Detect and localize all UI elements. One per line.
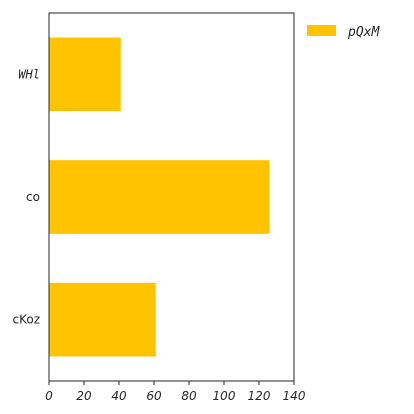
x-axis: 0 20 40 60 80 100 120 140 — [45, 381, 306, 403]
y-axis: WHl co cKoz — [12, 67, 40, 326]
legend: pQxM — [307, 25, 380, 40]
x-tick-label-80: 80 — [181, 389, 197, 403]
y-tick-label-whl: WHl — [18, 67, 40, 81]
x-tick-label-0: 0 — [45, 389, 53, 403]
plot-frame — [48, 12, 295, 382]
legend-swatch — [307, 25, 336, 36]
bar-whl — [49, 37, 121, 112]
x-tick-label-20: 20 — [76, 389, 92, 403]
bars-layer — [49, 37, 270, 357]
x-tick-label-140: 140 — [283, 389, 306, 403]
x-tick-label-40: 40 — [111, 389, 127, 403]
legend-label-pqxm: pQxM — [347, 25, 380, 40]
y-tick-label-co: co — [26, 190, 40, 204]
x-tick-label-120: 120 — [248, 389, 271, 403]
bar-co — [49, 160, 270, 234]
x-tick-label-100: 100 — [213, 389, 236, 403]
y-tick-label-ckoz: cKoz — [12, 313, 40, 327]
bar-ckoz — [49, 282, 156, 357]
x-tick-label-60: 60 — [146, 389, 162, 403]
